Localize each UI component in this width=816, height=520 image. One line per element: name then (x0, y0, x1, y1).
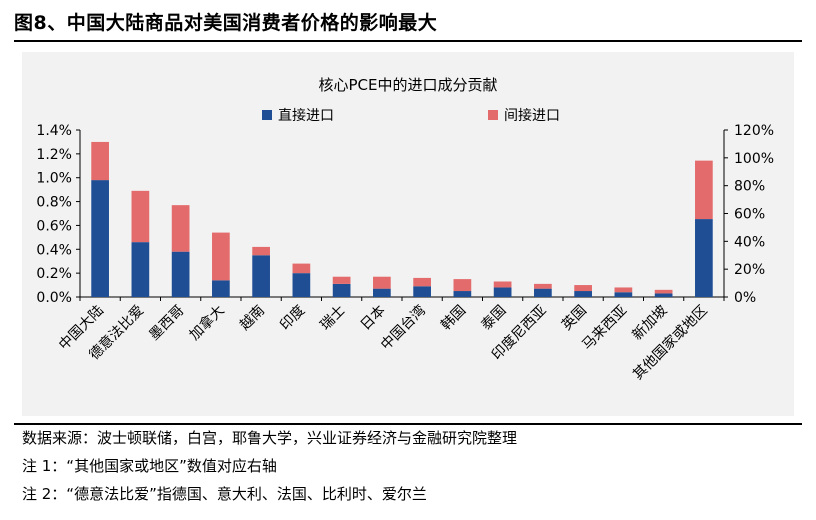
y-right-tick-label: 80% (734, 179, 765, 195)
bar-indirect-import (252, 246, 270, 256)
title-divider (14, 40, 802, 42)
chart-title: 核心PCE中的进口成分贡献 (319, 76, 498, 94)
bar-direct-import (534, 288, 552, 297)
bar-direct-import (292, 273, 311, 297)
bar-direct-import (373, 288, 391, 297)
y-left-tick-label: 1.2% (36, 147, 72, 163)
legend-label: 直接进口 (278, 107, 334, 124)
y-right-tick-label: 100% (734, 151, 774, 167)
bar-direct-import (413, 286, 431, 297)
bar-direct-import (332, 283, 351, 297)
x-category-label: 泰国 (478, 303, 509, 334)
bar-indirect-import (695, 160, 713, 220)
legend-swatch (262, 110, 272, 120)
bar-direct-import (91, 180, 109, 297)
legend-swatch (488, 110, 498, 120)
bar-indirect-import (373, 276, 391, 289)
y-right-tick-label: 40% (734, 234, 765, 250)
bar-indirect-import (212, 232, 230, 281)
y-right-tick-label: 120% (734, 123, 774, 139)
bar-indirect-import (413, 277, 431, 287)
bar-direct-import (252, 255, 270, 297)
stacked-bar-chart: 核心PCE中的进口成分贡献 直接进口 间接进口 0.0% 0.2% 0.4% 0.6% 0… (36, 76, 774, 383)
bar-indirect-import (171, 205, 190, 252)
y-right-tick-label: 20% (734, 262, 765, 278)
x-category-label: 英国 (558, 302, 590, 334)
y-right-tick-label: 60% (734, 207, 765, 223)
bar-direct-import (131, 242, 150, 297)
x-category-label: 加拿大 (186, 302, 228, 344)
x-category-label: 日本 (358, 303, 389, 334)
bar-direct-import (171, 251, 190, 297)
source-note: 数据来源：波士顿联储，白宫，耶鲁大学，兴业证券经济与金融研究院整理 (22, 429, 518, 447)
y-left-tick-label: 0.6% (36, 218, 72, 234)
bar-indirect-import (131, 190, 150, 243)
y-left-tick-label: 0.4% (36, 242, 72, 258)
bar-direct-import (212, 280, 230, 297)
bar-indirect-import (534, 283, 552, 289)
bar-direct-import (574, 291, 592, 297)
bar-indirect-import (91, 141, 109, 181)
bar-direct-import (493, 287, 512, 297)
bar-group (91, 141, 713, 297)
y-left-tick-label: 0.2% (36, 266, 72, 282)
y-left-tick-label: 1.4% (36, 123, 72, 139)
x-category-label: 马来西亚 (579, 303, 630, 354)
footnote-2: 注 2：“德意法比爱”指德国、意大利、法国、比利时、爱尔兰 (22, 485, 427, 503)
bar-indirect-import (614, 287, 633, 293)
x-category-label: 韩国 (438, 303, 469, 334)
figure-title: 图8、中国大陆商品对美国消费者价格的影响最大 (14, 12, 438, 34)
bar-indirect-import (332, 276, 351, 284)
y-left-tick-label: 0.8% (36, 195, 72, 211)
x-category-label: 墨西哥 (146, 303, 187, 344)
x-category-label: 印度 (277, 303, 308, 334)
x-category-label: 中国台湾 (377, 302, 429, 354)
bar-direct-import (614, 292, 633, 297)
footnote-1: 注 1：“其他国家或地区”数值对应右轴 (22, 457, 277, 475)
y-right-tick-label: 0% (734, 290, 756, 306)
bar-direct-import (695, 219, 713, 297)
chart-legend: 直接进口 间接进口 (262, 107, 560, 124)
y-axis-right: 0% 20% 40% 60% 80% 100% 120% (723, 123, 774, 306)
bar-direct-import (654, 293, 673, 297)
bar-indirect-import (654, 289, 673, 294)
bar-indirect-import (292, 263, 311, 274)
notes-divider (14, 423, 802, 425)
bar-indirect-import (493, 281, 512, 288)
bar-indirect-import (453, 279, 472, 292)
legend-label: 间接进口 (504, 107, 560, 124)
y-left-tick-label: 1.0% (36, 171, 72, 187)
bar-indirect-import (574, 285, 592, 292)
bar-direct-import (453, 291, 472, 297)
x-category-label: 越南 (237, 303, 268, 334)
y-left-tick-label: 0.0% (36, 290, 72, 306)
x-category-label: 瑞士 (317, 303, 348, 334)
chart-panel: 核心PCE中的进口成分贡献 直接进口 间接进口 0.0% 0.2% 0.4% 0.6% 0… (22, 52, 794, 416)
